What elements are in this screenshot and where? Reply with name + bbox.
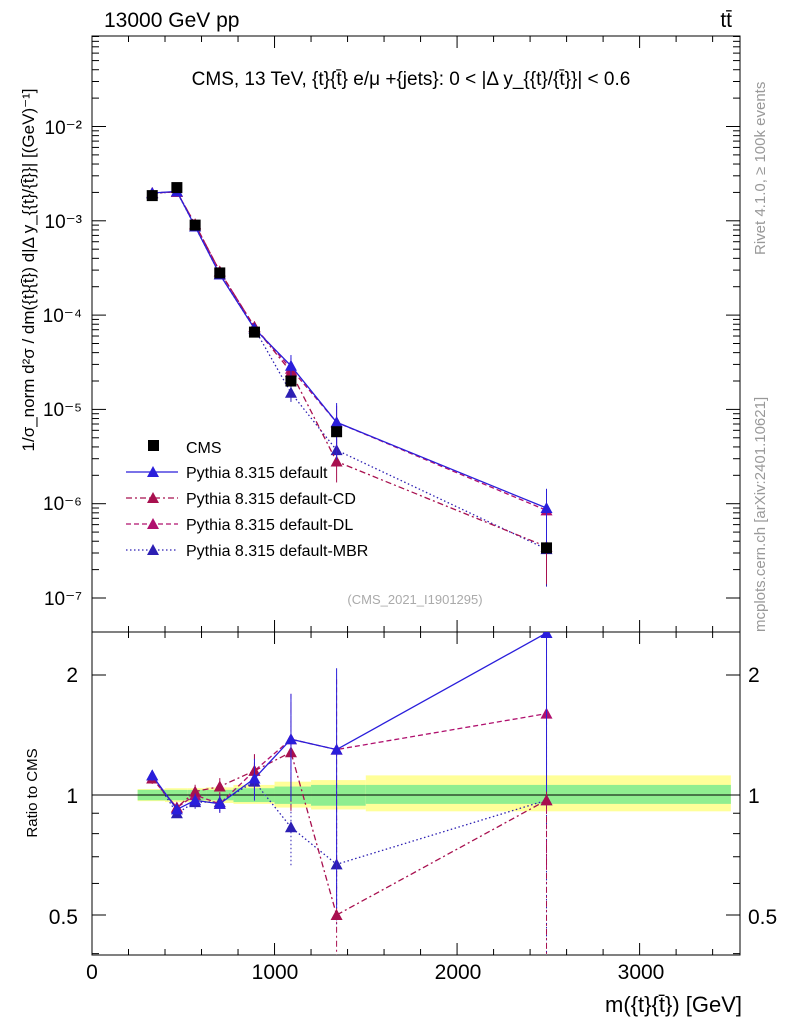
series-line-default xyxy=(152,190,547,509)
series-line-mbr xyxy=(152,191,547,550)
ratio-tick-label-0.5: 0.5 xyxy=(49,906,78,929)
ratio-tick-label-right-0.5: 0.5 xyxy=(748,906,777,929)
rivet-version-label: Rivet 4.1.0, ≥ 100k events xyxy=(752,82,769,255)
data-point-cms xyxy=(189,219,201,231)
ratio-point-default xyxy=(213,797,226,809)
mcplots-label: mcplots.cern.ch [arXiv:2401.10621] xyxy=(752,397,769,632)
legend-label-default: Pythia 8.315 default xyxy=(186,465,328,482)
legend-label-mbr: Pythia 8.315 default-MBR xyxy=(186,543,368,560)
ratio-point-default xyxy=(248,772,261,784)
legend-label-cms: CMS xyxy=(186,440,222,457)
ratio-point-cd xyxy=(189,785,202,797)
legend-label-dl: Pythia 8.315 default-DL xyxy=(186,517,353,534)
series-point-default xyxy=(284,359,297,371)
ratio-point-mbr xyxy=(284,821,297,833)
legend-marker-default xyxy=(147,466,159,477)
ratio-point-cd xyxy=(213,780,226,792)
main-series xyxy=(146,182,553,587)
ratio-tick-label-right-2: 2 xyxy=(748,664,760,687)
ratio-y-tick-labels: 0.5 1 2 0.5 1 2 xyxy=(49,664,777,929)
ratio-series xyxy=(146,632,553,955)
process-label: tt̄ xyxy=(720,9,732,32)
data-point-cms xyxy=(285,375,297,387)
y-tick-label-1e-6: 10⁻⁶ xyxy=(43,494,82,515)
ratio-line-dl xyxy=(151,712,547,809)
x-axis-label: m({t}{t̄}) [GeV] xyxy=(605,992,742,1017)
data-point-cms xyxy=(214,267,226,279)
band-inner xyxy=(365,784,731,804)
main-y-tick-labels: 10⁻⁷ 10⁻⁶ 10⁻⁵ 10⁻⁴ 10⁻³ 10⁻² xyxy=(43,118,82,610)
energy-label: 13000 GeV pp xyxy=(104,9,239,32)
axis-ticks xyxy=(91,36,740,955)
data-point-cms xyxy=(146,190,158,202)
series-point-cd xyxy=(330,455,343,467)
series-point-mbr xyxy=(284,386,297,398)
legend-marker-cd xyxy=(147,492,159,503)
legend-marker-dl xyxy=(147,518,159,529)
ratio-point-cd xyxy=(330,909,343,920)
ratio-y-axis-label: Ratio to CMS xyxy=(24,748,41,837)
main-y-axis-label: 1/σ_norm d²σ / dm({t}{t̄}) d|Δ y_{{t}/{t… xyxy=(19,89,38,452)
analysis-id: (CMS_2021_I1901295) xyxy=(347,592,482,607)
ratio-point-default xyxy=(146,769,159,781)
ratio-tick-label-2: 2 xyxy=(66,664,78,687)
y-tick-label-1e-4: 10⁻⁴ xyxy=(43,306,82,327)
data-point-cms xyxy=(331,426,343,438)
y-tick-label-1e-7: 10⁻⁷ xyxy=(44,589,82,610)
ratio-tick-label-right-1: 1 xyxy=(748,785,760,808)
data-point-cms xyxy=(248,326,260,338)
legend-label-cd: Pythia 8.315 default-CD xyxy=(186,491,356,508)
ratio-point-default xyxy=(284,733,297,745)
ratio-line-default xyxy=(151,632,547,811)
y-tick-label-1e-5: 10⁻⁵ xyxy=(43,400,82,421)
y-tick-label-1e-3: 10⁻³ xyxy=(45,212,83,233)
x-tick-label-2000: 2000 xyxy=(435,961,482,984)
ratio-tick-label-1: 1 xyxy=(66,785,78,808)
data-point-cms xyxy=(171,182,183,194)
plot-title: CMS, 13 TeV, {t}{t̄} e/μ +{jets}: 0 < |Δ… xyxy=(192,69,631,90)
ratio-point-default xyxy=(540,632,553,638)
y-tick-label-1e-2: 10⁻² xyxy=(45,118,83,139)
series-point-default xyxy=(540,502,553,514)
x-tick-labels: 0 1000 2000 3000 xyxy=(86,961,664,984)
ratio-point-cd xyxy=(540,794,553,806)
ratio-point-default xyxy=(330,743,343,755)
legend-marker-mbr xyxy=(147,544,159,555)
x-tick-label-3000: 3000 xyxy=(618,961,665,984)
legend: CMS Pythia 8.315 default Pythia 8.315 de… xyxy=(126,440,368,560)
ratio-panel-frame xyxy=(91,631,741,956)
x-tick-label-0: 0 xyxy=(86,961,98,984)
series-line-dl xyxy=(152,191,547,511)
data-point-cms xyxy=(541,542,553,554)
ratio-point-default xyxy=(189,794,202,806)
ratio-point-default xyxy=(170,803,183,815)
series-point-default xyxy=(330,416,343,428)
legend-marker-cms xyxy=(148,440,159,451)
ratio-uncertainty-bands xyxy=(137,775,731,812)
ratio-line-cd xyxy=(151,751,547,916)
x-tick-label-1000: 1000 xyxy=(252,961,299,984)
